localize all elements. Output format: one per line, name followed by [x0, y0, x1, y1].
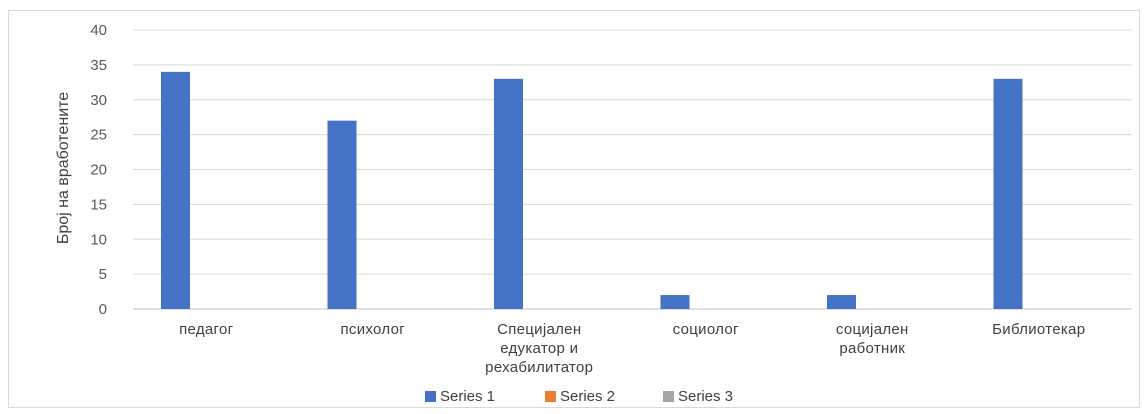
- x-tick-label-line: работник: [839, 340, 905, 357]
- y-axis-title: Број на вработените: [55, 92, 72, 244]
- x-tick-label: Специјален едукатор и рехабилитатор: [485, 321, 593, 376]
- x-tick-label-line: социолог: [673, 321, 739, 338]
- x-tick-label: социолог: [673, 321, 739, 338]
- bar: [660, 295, 690, 309]
- legend-label: Series 1: [440, 388, 495, 405]
- legend: Series 1 Series 2 Series 3: [425, 388, 733, 405]
- legend-label: Series 2: [560, 388, 615, 405]
- y-tick-label: 20: [90, 162, 107, 179]
- chart-frame: [8, 10, 1140, 408]
- x-tick-label-line: психолог: [341, 321, 406, 338]
- x-tick-label-line: Библиотекар: [992, 321, 1085, 338]
- x-tick-label: социјален работник: [836, 321, 909, 357]
- bar: [327, 120, 357, 309]
- x-tick-label-line: Специјален: [497, 321, 581, 338]
- legend-swatch: [425, 391, 436, 402]
- bar: [993, 78, 1023, 309]
- x-tick-label: педагог: [179, 321, 234, 338]
- x-tick-label: психолог: [341, 321, 406, 338]
- y-tick-label: 0: [99, 301, 107, 318]
- legend-swatch: [663, 391, 674, 402]
- x-tick-label: Библиотекар: [992, 321, 1085, 338]
- y-axis-ticks: 0 5 10 15 20 25 30 35 40: [90, 22, 107, 318]
- y-tick-label: 10: [90, 231, 107, 248]
- bar: [161, 71, 190, 309]
- legend-label: Series 3: [678, 388, 733, 405]
- bars: [161, 71, 1023, 309]
- x-axis-labels: педагог психолог Специјален едукатор и рехаб…: [179, 321, 1085, 376]
- y-tick-label: 30: [90, 92, 107, 109]
- x-tick-label-line: едукатор и: [500, 340, 578, 357]
- gridlines: [133, 29, 1132, 310]
- x-tick-label-line: педагог: [179, 321, 234, 338]
- y-tick-label: 35: [90, 57, 107, 74]
- legend-swatch: [545, 391, 556, 402]
- y-tick-label: 15: [90, 196, 107, 213]
- x-tick-label-line: рехабилитатор: [485, 359, 593, 376]
- bar: [494, 78, 523, 309]
- y-tick-label: 25: [90, 127, 107, 144]
- x-tick-label-line: социјален: [836, 321, 909, 338]
- y-tick-label: 40: [90, 22, 107, 39]
- y-tick-label: 5: [99, 266, 107, 283]
- bar: [827, 295, 856, 309]
